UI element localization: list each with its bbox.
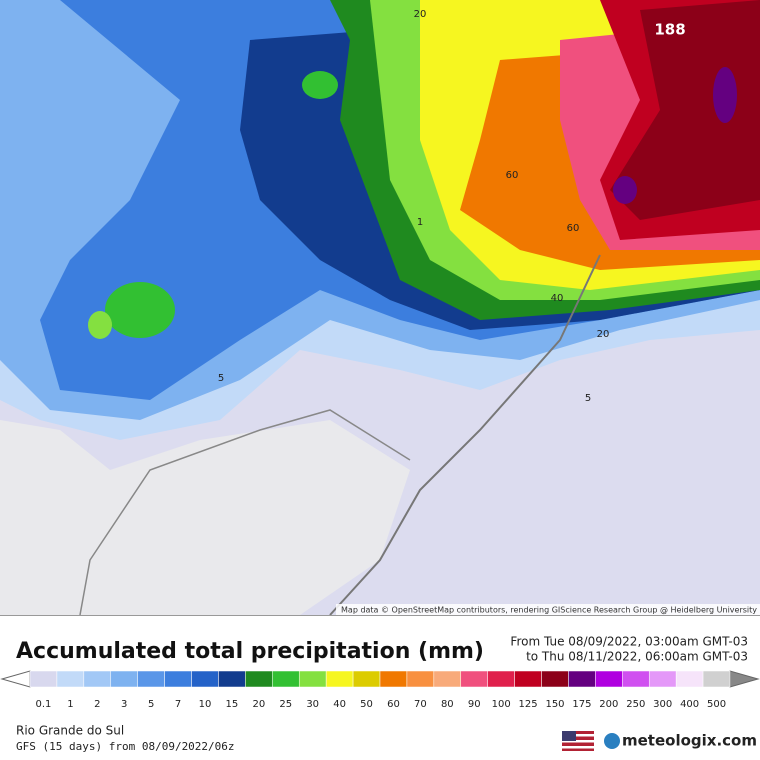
legend-swatch [29,670,58,688]
legend-swatch [298,670,327,688]
legend-label: 10 [199,699,212,710]
contour-label: 60 [567,223,580,234]
map: 20 188 60 60 40 20 5 5 1 Map data © Open… [0,0,760,616]
flag [562,731,594,751]
legend-swatch [675,670,704,688]
legend-swatch [406,670,435,688]
contour-label: 5 [218,373,224,384]
legend-swatch [568,670,596,688]
legend-swatch [83,670,112,688]
legend-label: 40 [333,699,346,710]
legend-swatch [433,670,462,688]
legend-label: 300 [653,699,672,710]
legend-swatch [191,670,219,688]
legend-label: 70 [414,699,427,710]
legend-swatch [648,670,677,688]
brand-logo [604,733,620,749]
legend-swatch [487,670,515,688]
legend-swatch [137,670,165,688]
legend-swatch [164,670,192,688]
legend-label: 250 [626,699,645,710]
legend-label: 125 [519,699,538,710]
legend-swatch [460,670,488,688]
legend-label: 175 [572,699,591,710]
legend-swatch [702,670,731,688]
time-from: From Tue 08/09/2022, 03:00am GMT-03 [510,635,748,649]
legend-swatch [218,670,246,688]
legend-label: 100 [492,699,511,710]
legend-label: 0.1 [36,699,52,710]
brand[interactable]: meteologix.com [622,732,757,750]
attribution: Map data © OpenStreetMap contributors, r… [341,606,757,615]
legend-swatch [325,670,354,688]
contour-label: 40 [551,293,564,304]
legend-swatch [514,670,542,688]
legend-label: 5 [148,699,154,710]
legend-label: 1 [67,699,73,710]
model-run: GFS (15 days) from 08/09/2022/06z [16,740,235,753]
legend-label: 20 [252,699,265,710]
contour-label: 60 [506,170,519,181]
legend-swatch [272,670,300,688]
region: Rio Grande do Sul [16,724,124,738]
contour-label: 1 [417,217,423,228]
legend-label: 7 [175,699,181,710]
legend-swatch [352,670,381,688]
contour-label: 5 [585,393,591,404]
legend-label: 400 [680,699,699,710]
legend-swatch [541,670,569,688]
panel-title: Accumulated total precipitation (mm) [16,639,484,664]
legend-label: 500 [707,699,726,710]
legend-label: 3 [121,699,127,710]
legend-label: 50 [360,699,373,710]
legend-label: 90 [468,699,481,710]
legend-label: 30 [306,699,319,710]
legend-label: 200 [599,699,618,710]
contour-label: 20 [597,329,610,340]
time-to: to Thu 08/11/2022, 06:00am GMT-03 [526,650,748,664]
contour-label: 20 [414,9,427,20]
legend-label: 60 [387,699,400,710]
legend: 0.1 1 2 3 5 7 10 15 20 25 30 40 50 60 70 80 90 100 125 150 1… [0,670,760,710]
legend-label: 15 [226,699,239,710]
legend-label: 25 [279,699,292,710]
legend-swatch [595,670,623,688]
max-label: 188 [654,21,685,39]
legend-label: 150 [545,699,564,710]
legend-swatch [379,670,408,688]
legend-label: 80 [441,699,454,710]
legend-swatch [110,670,138,688]
legend-swatch [245,670,273,688]
legend-swatch [622,670,650,688]
legend-label: 2 [94,699,100,710]
legend-swatch [56,670,85,688]
